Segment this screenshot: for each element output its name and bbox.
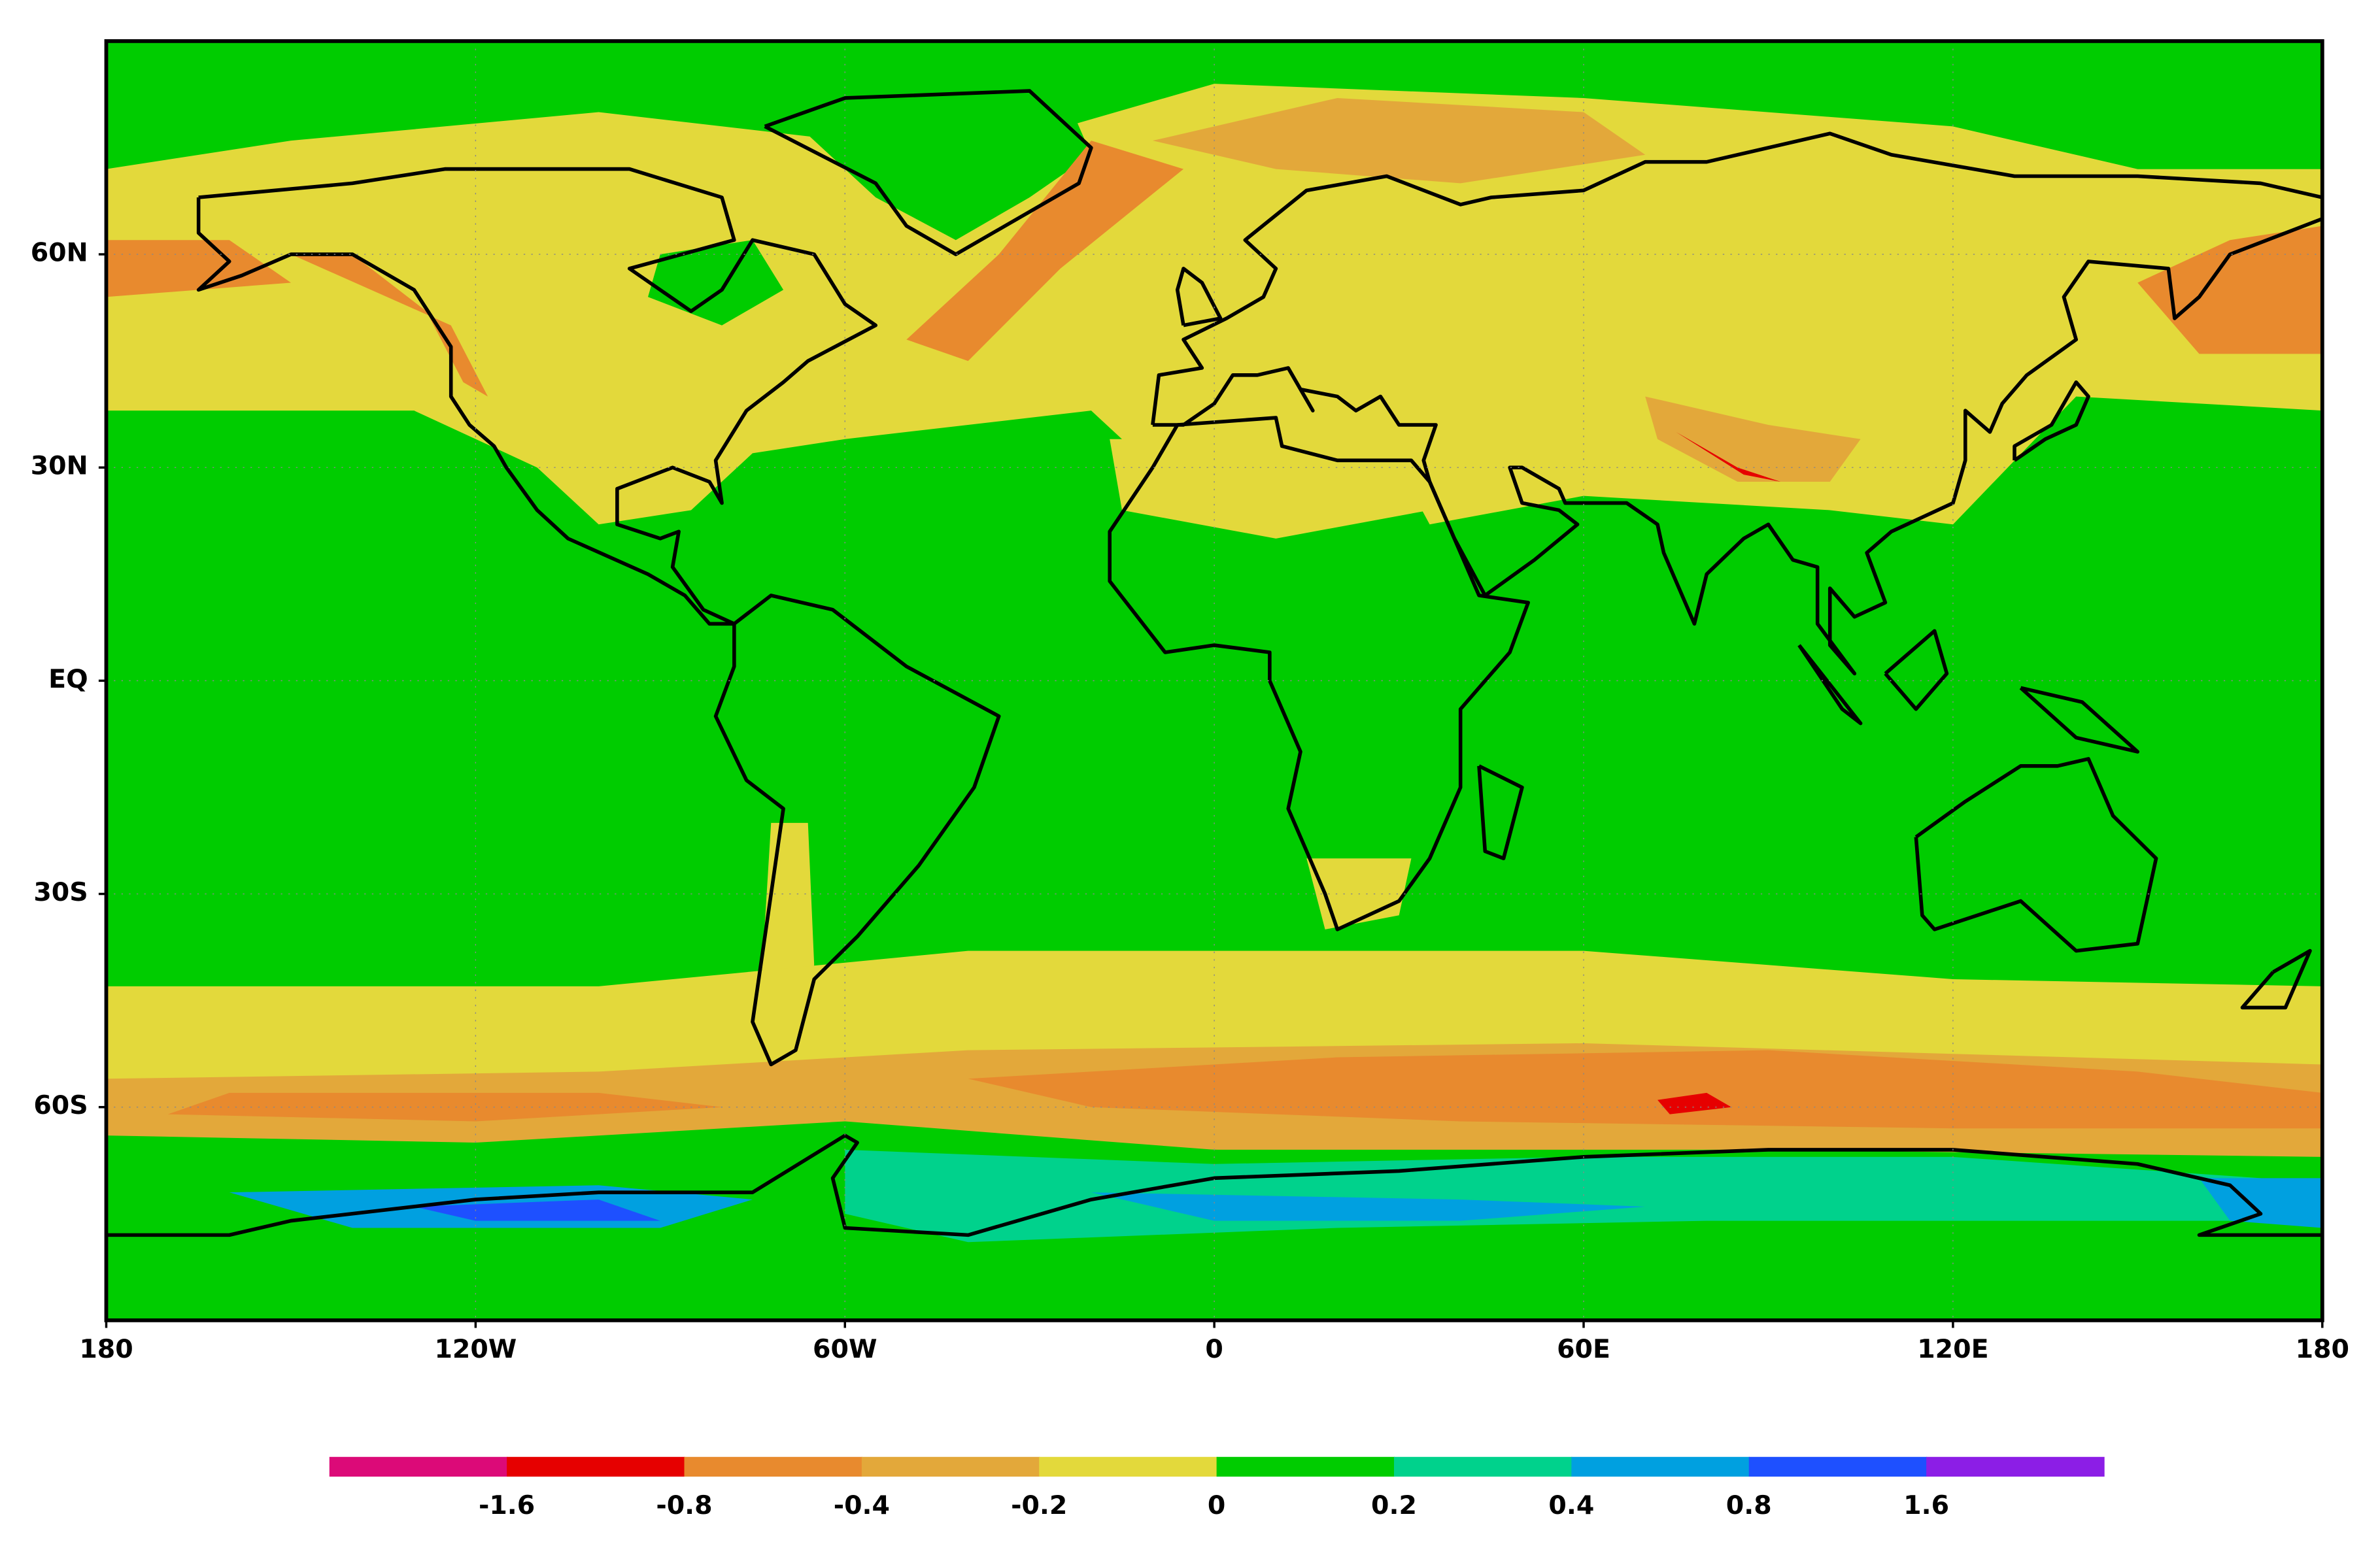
colorbar-swatch [1394, 1456, 1572, 1477]
colorbar-swatch [1571, 1456, 1750, 1477]
colorbar-swatch [1748, 1456, 1928, 1477]
colorbar-label: 0 [1208, 1490, 1225, 1520]
colorbar-swatch [329, 1456, 508, 1477]
field-region [106, 41, 292, 162]
colorbar-swatch [1926, 1456, 2105, 1477]
colorbar-label: 0.2 [1371, 1490, 1417, 1520]
field-region [1152, 97, 1646, 184]
field-region [1658, 1092, 1732, 1115]
colorbar-label: -0.4 [834, 1490, 890, 1520]
field-region [2199, 1178, 2322, 1228]
field-region [1645, 396, 1861, 482]
coastline [1477, 764, 1524, 860]
colorbar-swatch [507, 1456, 685, 1477]
x-tick-label: 180 [2296, 1334, 2349, 1364]
x-tick-label: 180 [79, 1334, 133, 1364]
y-tick-label: 60S [33, 1090, 88, 1120]
coastline [2013, 380, 2090, 462]
y-tick-label: 30N [31, 451, 88, 481]
coastline [2240, 948, 2312, 1010]
coastline [1797, 644, 1863, 726]
coastlines [106, 89, 2322, 1237]
coastline [1108, 416, 1530, 931]
x-tick-label: 60E [1557, 1334, 1610, 1364]
x-tick-label: 60W [813, 1334, 877, 1364]
field-region [414, 1199, 660, 1221]
field-region [167, 1092, 722, 1122]
y-tick-label: 60N [31, 238, 88, 268]
coastline [713, 594, 1001, 1067]
colorbar-label: -0.2 [1011, 1490, 1067, 1520]
coastline [1884, 629, 1949, 711]
coastline [1175, 267, 1223, 327]
field-region [1091, 1192, 1646, 1221]
y-tick-label: 30S [33, 877, 88, 907]
x-tick-label: 0 [1205, 1334, 1223, 1364]
field-region [845, 1149, 2292, 1243]
colorbar-label: 0.4 [1548, 1490, 1594, 1520]
colorbar: -1.6 -0.8 -0.4 -0.2 0 0.2 0.4 0.8 1.6 [329, 1456, 2105, 1520]
x-tick-label: 120E [1917, 1334, 1988, 1364]
colorbar-swatch [861, 1456, 1040, 1477]
coastline [1151, 131, 2322, 676]
colorbar-swatch [1039, 1456, 1217, 1477]
field-region [968, 1050, 2322, 1129]
axes: 180 120W 60W 0 60E 120E 180 60N 30N EQ 30S 60S [31, 39, 2349, 1364]
coastline [2019, 686, 2140, 754]
colorbar-label: -1.6 [479, 1490, 535, 1520]
field-region [291, 254, 488, 397]
coastline [764, 89, 1093, 256]
y-tick-label: EQ [48, 664, 88, 694]
field-region [1110, 439, 1430, 539]
coastline [106, 1133, 2322, 1237]
field-region [2137, 226, 2322, 354]
colorbar-label: 0.8 [1726, 1490, 1772, 1520]
coastline [1914, 757, 2158, 953]
x-tick-label: 120W [434, 1334, 517, 1364]
field-region [1952, 41, 2322, 169]
colorbar-label: -0.8 [656, 1490, 712, 1520]
field-region [783, 84, 1091, 241]
field-region [906, 141, 1184, 361]
colorbar-label: 1.6 [1903, 1490, 1949, 1520]
colorbar-swatch [684, 1456, 863, 1477]
colorbar-swatch [1216, 1456, 1395, 1477]
map-frame [104, 39, 2324, 1322]
field-shading [106, 41, 2322, 1320]
coastline [196, 167, 878, 626]
